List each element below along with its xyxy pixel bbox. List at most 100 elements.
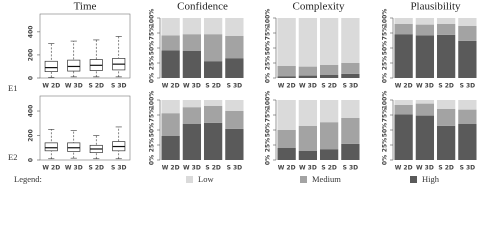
bar-segment	[225, 36, 244, 59]
bar-segment	[319, 64, 339, 75]
bar-segment	[277, 148, 296, 160]
y-tick-label: 0%	[382, 73, 389, 83]
legend-swatch	[410, 176, 417, 183]
chart-title: Plausibility	[410, 1, 461, 13]
bar-segment	[203, 122, 223, 160]
bar-segment	[436, 100, 456, 109]
bar-segment	[225, 128, 244, 160]
x-tick-label: S 3D	[227, 165, 243, 172]
bar-segment	[341, 63, 360, 74]
bar-segment	[161, 113, 180, 136]
bar-segment	[415, 100, 435, 104]
y-tick-label: 200	[28, 129, 35, 142]
bar-segment	[203, 34, 223, 62]
y-tick-label: 0	[28, 158, 35, 162]
x-tick-label: W 3D	[299, 83, 317, 90]
box	[44, 60, 58, 73]
x-tick-label: W 3D	[65, 165, 83, 172]
bar-segment	[319, 100, 339, 123]
bar-segment	[415, 18, 435, 25]
bar-segment	[225, 58, 244, 78]
bar-segment	[415, 35, 435, 78]
bar-segment	[319, 18, 339, 65]
y-tick-label: 100%	[382, 91, 389, 110]
plot-frame	[39, 13, 131, 79]
bar-segment	[394, 18, 413, 24]
bar-segment	[394, 34, 413, 78]
x-tick-label: W 3D	[416, 83, 434, 90]
x-tick-label: W 3D	[183, 83, 201, 90]
box	[67, 59, 81, 72]
bar-segment	[298, 125, 318, 151]
box	[67, 142, 81, 152]
y-tick-label: 75%	[382, 26, 389, 40]
x-tick-label: S 3D	[343, 83, 359, 90]
bar-segment	[277, 66, 296, 77]
x-tick-label: S 3D	[111, 83, 127, 90]
chart-title: Confidence	[177, 1, 228, 13]
y-tick-label: 100%	[149, 91, 156, 110]
x-tick-label: W 2D	[278, 165, 296, 172]
x-tick-label: S 3D	[111, 165, 127, 172]
legend-swatch	[186, 176, 193, 183]
bar-segment	[182, 100, 202, 108]
legend-title: Legend:	[14, 174, 42, 184]
x-tick-label: S 2D	[438, 165, 454, 172]
bar-segment	[182, 18, 202, 35]
bar-segment	[341, 118, 360, 144]
bar-segment	[436, 109, 456, 126]
legend-label: Medium	[312, 174, 341, 184]
y-tick-label: 100%	[382, 9, 389, 28]
box	[44, 142, 58, 152]
bar-segment	[458, 18, 477, 26]
bar-segment	[161, 18, 180, 36]
y-tick-label: 25%	[149, 56, 156, 70]
y-tick-label: 100%	[149, 9, 156, 28]
bar-segment	[394, 104, 413, 115]
x-tick-label: W 2D	[395, 83, 413, 90]
legend-label: High	[422, 174, 440, 184]
x-tick-label: S 3D	[343, 165, 359, 172]
legend-swatch	[300, 176, 307, 183]
bar-segment	[203, 61, 223, 78]
y-tick-label: 200	[28, 49, 35, 62]
x-tick-label: S 2D	[205, 165, 221, 172]
bar-segment	[277, 18, 296, 66]
bar-segment	[277, 100, 296, 130]
y-tick-label: 25%	[382, 56, 389, 70]
bar-segment	[203, 106, 223, 123]
bar-segment	[319, 75, 339, 78]
bar-segment	[182, 107, 202, 124]
bar-segment	[161, 136, 180, 160]
bar-segment	[225, 100, 244, 111]
bar-segment	[341, 100, 360, 118]
x-tick-label: W 2D	[42, 83, 60, 90]
x-tick-label: S 2D	[321, 165, 337, 172]
y-tick-label: 75%	[265, 108, 272, 122]
y-tick-label: 0%	[382, 155, 389, 165]
x-tick-label: W 3D	[299, 165, 317, 172]
bar-segment	[415, 24, 435, 36]
bar-segment	[341, 18, 360, 63]
x-tick-label: S 2D	[438, 83, 454, 90]
y-tick-label: 100%	[265, 91, 272, 110]
bar-segment	[458, 40, 477, 78]
x-tick-label: S 3D	[460, 83, 476, 90]
x-tick-label: S 2D	[321, 83, 337, 90]
bar-segment	[436, 18, 456, 24]
y-tick-label: 50%	[265, 123, 272, 137]
y-tick-label: 50%	[149, 123, 156, 137]
bar-segment	[415, 103, 435, 116]
y-tick-label: 75%	[149, 108, 156, 122]
bar-segment	[458, 100, 477, 110]
row-label: E2	[8, 152, 17, 162]
chart-title: Time	[74, 1, 97, 13]
x-tick-label: S 3D	[227, 83, 243, 90]
y-tick-label: 0%	[149, 73, 156, 83]
y-tick-label: 400	[28, 105, 35, 118]
y-tick-label: 0%	[265, 73, 272, 83]
y-tick-label: 0%	[149, 155, 156, 165]
x-tick-label: W 2D	[162, 83, 180, 90]
bar-segment	[436, 125, 456, 160]
